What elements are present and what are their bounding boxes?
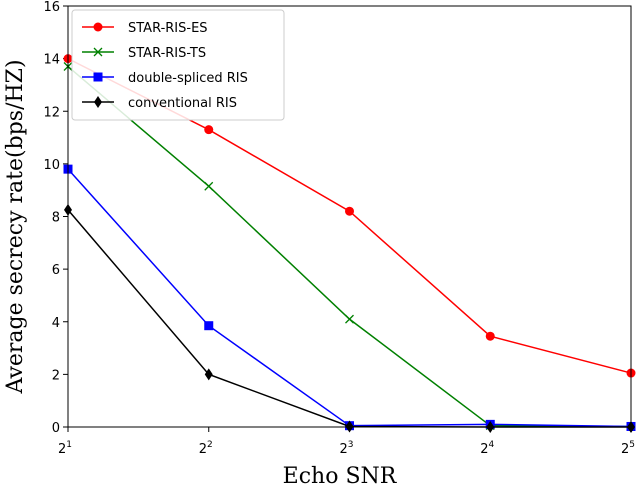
series-double-spliced-ris (63, 164, 636, 431)
x-tick-base: 2 (339, 442, 347, 457)
y-tick-label: 10 (43, 158, 60, 173)
data-point (485, 331, 495, 341)
x-tick-exponent: 3 (348, 440, 354, 450)
legend-item: STAR-RIS-TS (82, 46, 206, 61)
legend-label: double-spliced RIS (128, 71, 248, 86)
legend-label: conventional RIS (128, 96, 237, 111)
y-tick-label: 0 (52, 421, 60, 436)
x-tick-label: 23 (339, 440, 353, 457)
y-axis-ticks: 0 2 4 6 8 10 12 14 16 (43, 0, 68, 436)
y-axis-title: Average secrecy rate(bps/HZ) (3, 59, 28, 394)
x-tick-base: 2 (621, 442, 629, 457)
y-tick-label: 14 (43, 53, 60, 68)
legend-swatch-marker (94, 96, 102, 108)
y-tick-label: 12 (43, 105, 60, 120)
plot-frame (67, 5, 632, 428)
y-tick-label: 16 (43, 0, 60, 15)
x-tick-label: 25 (621, 440, 635, 457)
legend-label: STAR-RIS-ES (128, 21, 208, 36)
data-point (204, 125, 214, 135)
x-tick-label: 21 (58, 440, 72, 457)
data-point (345, 206, 354, 216)
x-axis-title: Echo SNR (283, 464, 398, 487)
y-tick-label: 4 (52, 316, 60, 331)
legend-item: conventional RIS (82, 96, 237, 111)
x-tick-base: 2 (58, 442, 66, 457)
x-tick-label: 24 (480, 440, 494, 457)
legend-swatch-marker (93, 72, 103, 82)
x-tick-exponent: 2 (207, 440, 213, 450)
x-tick-exponent: 4 (489, 440, 495, 450)
y-tick-label: 2 (52, 368, 60, 383)
legend: STAR-RIS-ES STAR-RIS-TS double-spliced RIS… (71, 9, 285, 121)
legend-box (71, 9, 285, 121)
data-point (345, 420, 354, 433)
data-point (345, 314, 354, 324)
x-axis-ticks: 21 22 23 24 25 (58, 427, 635, 457)
y-tick-label: 8 (52, 211, 60, 226)
x-tick-exponent: 5 (629, 440, 635, 450)
legend-swatch-marker (93, 22, 103, 32)
x-tick-label: 22 (199, 440, 213, 457)
x-tick-exponent: 1 (66, 440, 72, 450)
data-point (204, 321, 214, 331)
data-point (204, 181, 214, 191)
series-line (67, 65, 632, 428)
legend-item: STAR-RIS-ES (82, 21, 208, 36)
legend-swatch-marker (93, 47, 103, 57)
legend-label: STAR-RIS-TS (128, 46, 206, 61)
x-tick-base: 2 (480, 442, 488, 457)
data-point (204, 368, 213, 381)
y-tick-label: 6 (52, 263, 60, 278)
x-tick-base: 2 (199, 442, 207, 457)
legend-item: double-spliced RIS (82, 71, 248, 86)
